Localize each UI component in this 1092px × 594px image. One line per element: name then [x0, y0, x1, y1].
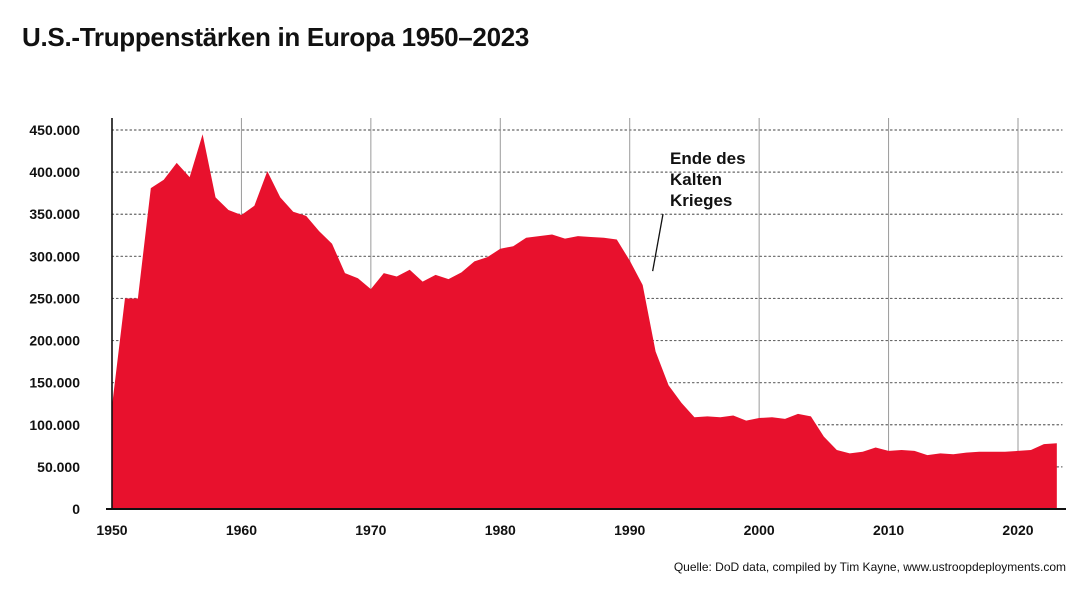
x-tick-label: 2020	[1002, 522, 1033, 538]
x-tick-label: 1970	[355, 522, 386, 538]
y-tick-label: 350.000	[29, 206, 80, 222]
tick-labels: 0 50.000 100.000 150.000 200.000 250.000 300.0…	[29, 122, 1033, 538]
area-fill	[112, 134, 1057, 509]
y-tick-label: 300.000	[29, 248, 80, 264]
y-tick-label: 250.000	[29, 290, 80, 306]
annotation-leader-line	[652, 213, 664, 272]
y-tick-label: 200.000	[29, 333, 80, 349]
y-tick-label: 100.000	[29, 417, 80, 433]
source-note: Quelle: DoD data, compiled by Tim Kayne,…	[673, 560, 1066, 574]
axes	[106, 118, 1066, 510]
annotation-text: Kalten	[670, 170, 722, 189]
y-tick-label: 0	[72, 501, 80, 517]
x-tick-label: 2010	[873, 522, 904, 538]
annotation-text: Krieges	[670, 191, 732, 210]
area-series	[112, 134, 1057, 509]
x-tick-label: 1960	[226, 522, 257, 538]
x-tick-label: 1980	[485, 522, 516, 538]
y-tick-label: 150.000	[29, 375, 80, 391]
y-tick-label: 50.000	[37, 459, 80, 475]
y-tick-label: 450.000	[29, 122, 80, 138]
x-tick-label: 1950	[96, 522, 127, 538]
x-tick-label: 1990	[614, 522, 645, 538]
y-tick-label: 400.000	[29, 164, 80, 180]
annotation-text: Ende des	[670, 149, 746, 168]
annotation: Ende des Kalten Krieges	[652, 149, 746, 272]
chart-title: U.S.-Truppenstärken in Europa 1950–2023	[22, 22, 530, 52]
x-tick-label: 2000	[744, 522, 775, 538]
